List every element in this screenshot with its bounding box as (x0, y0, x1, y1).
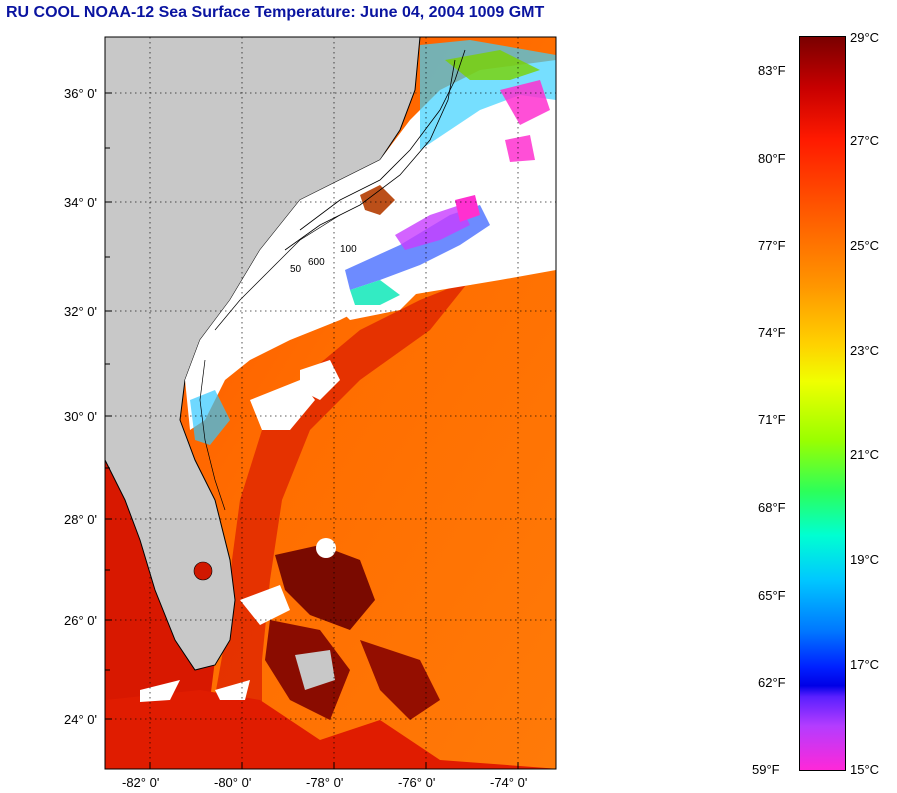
florida-straits-sst (105, 690, 556, 769)
lon-label: -76° 0' (398, 775, 436, 790)
cool-coastal-water (190, 390, 230, 445)
temperature-colorbar (799, 36, 846, 771)
plot-frame (104, 36, 557, 770)
contour-600 (299, 49, 466, 231)
cloud-patch (440, 250, 520, 285)
andros-island (295, 650, 335, 690)
lake-okeechobee (193, 561, 213, 581)
lon-label: -80° 0' (214, 775, 252, 790)
page-title: RU COOL NOAA-12 Sea Surface Temperature:… (6, 4, 545, 21)
celsius-label: 15°C (850, 762, 880, 777)
contour-50 (214, 214, 341, 331)
fahrenheit-label: 83°F (758, 63, 786, 78)
celsius-label: 19°C (850, 552, 880, 567)
lat-label: 28° 0' (64, 512, 97, 527)
celsius-label: 17°C (850, 657, 880, 672)
lat-label: 32° 0' (64, 304, 97, 319)
contour-label: 600 (308, 257, 325, 268)
axis-ticks (105, 92, 519, 769)
lon-label: -74° 0' (490, 775, 528, 790)
bahamas-bank-north (275, 545, 375, 630)
lon-label: -82° 0' (122, 775, 160, 790)
graticule (105, 37, 556, 769)
celsius-label: 23°C (850, 343, 880, 358)
lat-label: 26° 0' (64, 613, 97, 628)
cool-front-purple (395, 205, 470, 250)
cloud-patch (300, 360, 340, 400)
cloud-patch (316, 538, 336, 558)
cloud-patch (250, 380, 315, 430)
bahamas-bank-south (360, 640, 440, 720)
cool-water-magenta (505, 135, 535, 162)
lat-label: 30° 0' (64, 409, 97, 424)
warm-eddy (360, 185, 395, 215)
celsius-label: 25°C (850, 238, 880, 253)
contour-label: 100 (340, 244, 357, 255)
lat-label: 36° 0' (64, 86, 97, 101)
lon-label: -78° 0' (306, 775, 344, 790)
cool-water-green (445, 50, 540, 80)
cool-water-magenta (500, 80, 550, 125)
lat-label: 24° 0' (64, 712, 97, 727)
celsius-label: 27°C (850, 133, 880, 148)
cloud-patch (140, 680, 180, 702)
celsius-label: 21°C (850, 447, 880, 462)
fahrenheit-label: 71°F (758, 412, 786, 427)
cloud-patch (215, 680, 250, 700)
celsius-label: 29°C (850, 30, 880, 45)
fahrenheit-label: 74°F (758, 325, 786, 340)
cloud-cover-north (185, 60, 556, 430)
cloud-patch (240, 585, 290, 625)
fahrenheit-label: 65°F (758, 588, 786, 603)
fahrenheit-label: 62°F (758, 675, 786, 690)
contour-label: 50 (290, 264, 302, 275)
fahrenheit-label: 59°F (752, 762, 780, 777)
lat-label: 34° 0' (64, 195, 97, 210)
fahrenheit-label: 68°F (758, 500, 786, 515)
contour-100 (284, 59, 456, 251)
fahrenheit-label: 77°F (758, 238, 786, 253)
cool-front-cyan (350, 280, 400, 305)
fahrenheit-label: 80°F (758, 151, 786, 166)
contour-coastal (199, 359, 226, 511)
